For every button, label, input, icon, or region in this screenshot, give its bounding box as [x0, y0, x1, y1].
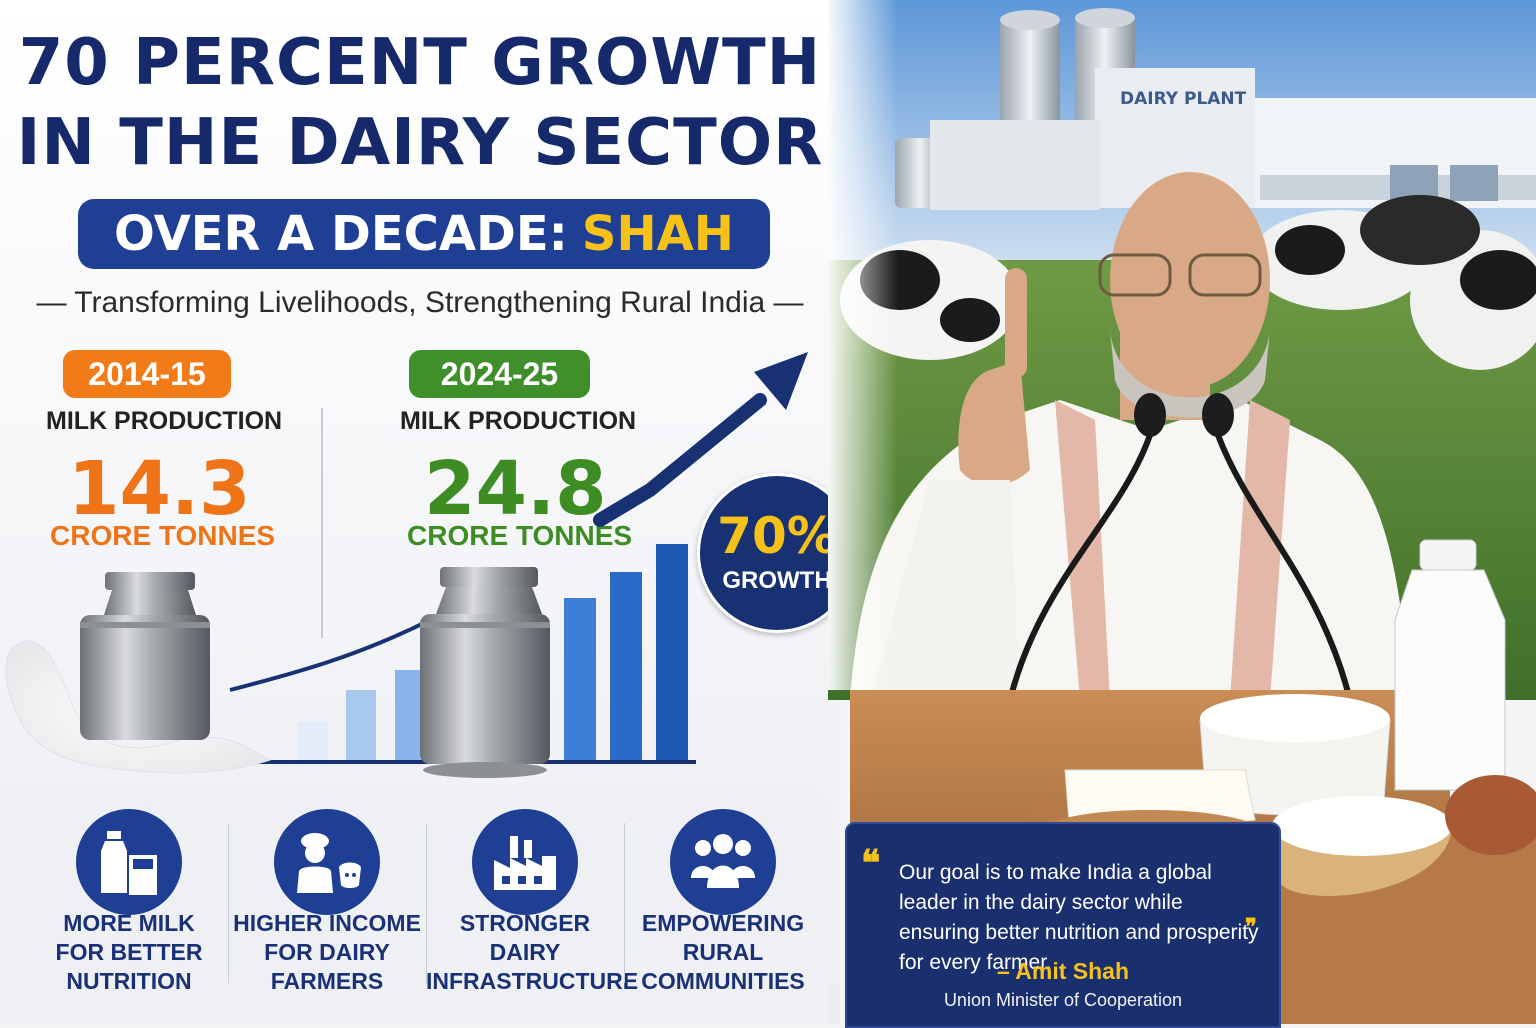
- photo-panel: DAIRY PLANT: [828, 0, 1536, 1024]
- quote-text: Our goal is to make India a global leade…: [899, 861, 1259, 974]
- subtitle-highlight: SHAH: [581, 206, 734, 262]
- trend-curve: [229, 618, 431, 692]
- production-value-after: 24.8: [424, 446, 607, 532]
- curd-bowl: [1272, 796, 1452, 896]
- farmer-cow-icon: [274, 809, 380, 915]
- benefit-more-milk: MORE MILK FOR BETTER NUTRITION: [30, 785, 228, 1024]
- year-badge-after: 2024-25: [409, 350, 590, 398]
- milk-bottle-icon: [1394, 539, 1506, 791]
- growth-arrow-head: [754, 352, 808, 410]
- growth-bar-6: [656, 544, 688, 760]
- comparison-divider: [321, 408, 323, 638]
- benefit-label: HIGHER INCOME FOR DAIRY FARMERS: [233, 910, 421, 994]
- production-unit-before: CRORE TONNES: [50, 520, 276, 551]
- tagline: — Transforming Livelihoods, Strengthenin…: [36, 286, 804, 319]
- quote-box: ❝ Our goal is to make India a global lea…: [845, 822, 1281, 1028]
- benefit-label: MORE MILK FOR BETTER NUTRITION: [55, 910, 203, 994]
- growth-bar-1: [298, 722, 328, 760]
- benefit-infrastructure: STRONGER DAIRY INFRASTRUCTURE: [426, 785, 639, 1024]
- headline-line-1: 70 PERCENT GROWTH: [18, 26, 822, 100]
- building-sign: DAIRY PLANT: [1120, 89, 1247, 109]
- microphones: [1007, 393, 1353, 701]
- growth-label: GROWTH: [722, 567, 832, 594]
- clay-pot: [1445, 775, 1536, 855]
- benefit-separator: [426, 823, 427, 983]
- quote-close-icon: ❞: [1245, 914, 1257, 940]
- production-label-before: MILK PRODUCTION: [46, 407, 283, 435]
- milk-can-small-icon: [80, 572, 210, 740]
- year-badge-before: 2014-15: [63, 350, 231, 398]
- production-label-after: MILK PRODUCTION: [400, 407, 637, 435]
- benefit-separator: [228, 823, 229, 983]
- quote-author: – Amit Shah: [996, 958, 1130, 984]
- benefit-label: EMPOWERING RURAL COMMUNITIES: [641, 910, 805, 994]
- growth-bar-2: [346, 690, 376, 760]
- growth-graphic: [5, 352, 808, 778]
- growth-percent: 70%: [717, 507, 837, 565]
- benefit-rural-communities: EMPOWERING RURAL COMMUNITIES: [624, 785, 822, 1024]
- milk-splash: [5, 640, 272, 774]
- headline-line-2: IN THE DAIRY SECTOR: [16, 106, 824, 180]
- milk-can-large-icon: [420, 567, 550, 778]
- quote-open-icon: ❝: [861, 842, 881, 884]
- dairy-plant-building: [930, 68, 1536, 210]
- subtitle-prefix: OVER A DECADE:: [114, 206, 568, 262]
- quote-author-role: Union Minister of Cooperation: [943, 990, 1183, 1010]
- subtitle-banner: OVER A DECADE: SHAH: [78, 199, 770, 269]
- growth-arrow-icon: [593, 393, 767, 527]
- benefits-strip: MORE MILK FOR BETTER NUTRITION HIGHER IN…: [0, 785, 828, 1024]
- speaker-photo: DAIRY PLANT: [828, 0, 1536, 1024]
- photo-fade: [828, 0, 898, 690]
- factory-icon: [472, 809, 578, 915]
- production-value-before: 14.3: [68, 446, 251, 532]
- production-unit-after: CRORE TONNES: [407, 520, 633, 551]
- benefit-separator: [624, 823, 625, 983]
- community-people-icon: [670, 809, 776, 915]
- milk-bottle-glass-icon: [76, 809, 182, 915]
- growth-bar-5: [610, 572, 642, 760]
- benefit-higher-income: HIGHER INCOME FOR DAIRY FARMERS: [228, 785, 426, 1024]
- speaker-figure: [850, 172, 1410, 700]
- benefit-label: STRONGER DAIRY INFRASTRUCTURE: [426, 910, 639, 994]
- growth-bar-4: [564, 598, 596, 760]
